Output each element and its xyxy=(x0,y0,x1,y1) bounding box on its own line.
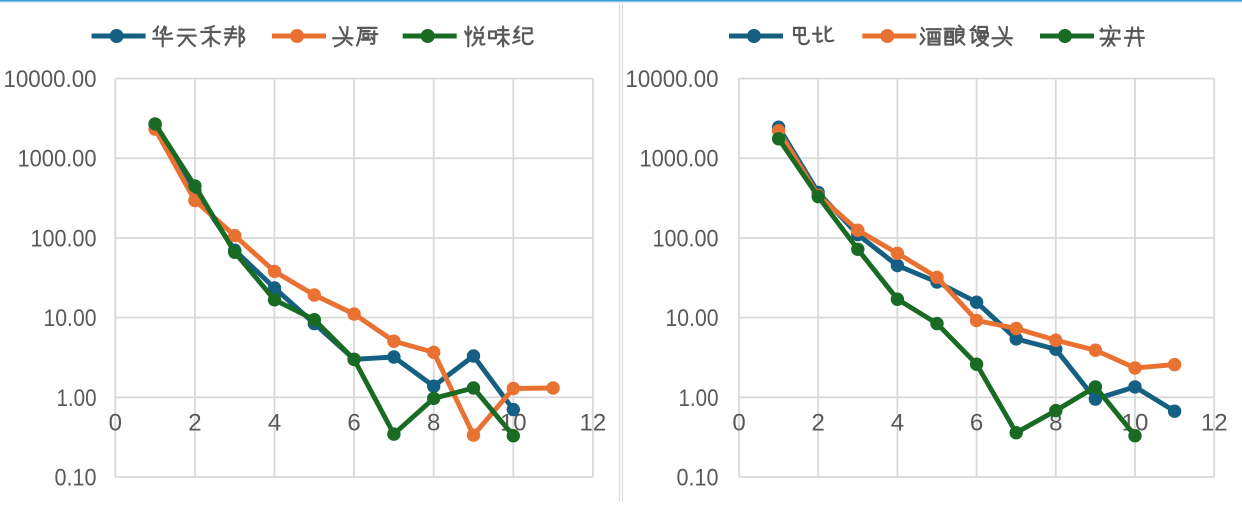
svg-text:4: 4 xyxy=(891,410,904,437)
svg-text:6: 6 xyxy=(970,410,983,437)
svg-text:0: 0 xyxy=(732,410,745,437)
svg-text:0.10: 0.10 xyxy=(55,465,97,492)
svg-text:2: 2 xyxy=(812,410,825,437)
svg-text:10.00: 10.00 xyxy=(44,305,97,332)
svg-text:100.00: 100.00 xyxy=(31,225,97,252)
svg-text:10000.00: 10000.00 xyxy=(626,66,719,93)
svg-text:12: 12 xyxy=(1201,410,1228,437)
svg-text:100.00: 100.00 xyxy=(653,225,719,252)
svg-text:1000.00: 1000.00 xyxy=(640,146,719,173)
svg-text:12: 12 xyxy=(580,410,607,437)
svg-text:10.00: 10.00 xyxy=(666,305,719,332)
svg-text:10000.00: 10000.00 xyxy=(4,66,97,93)
svg-text:4: 4 xyxy=(268,410,281,437)
svg-text:1.00: 1.00 xyxy=(679,385,719,412)
svg-text:1.00: 1.00 xyxy=(57,385,97,412)
svg-text:1000.00: 1000.00 xyxy=(18,146,97,173)
svg-text:6: 6 xyxy=(347,410,360,437)
svg-text:8: 8 xyxy=(427,410,440,437)
svg-text:0.10: 0.10 xyxy=(677,465,719,492)
svg-text:2: 2 xyxy=(188,410,201,437)
svg-text:0: 0 xyxy=(109,410,122,437)
